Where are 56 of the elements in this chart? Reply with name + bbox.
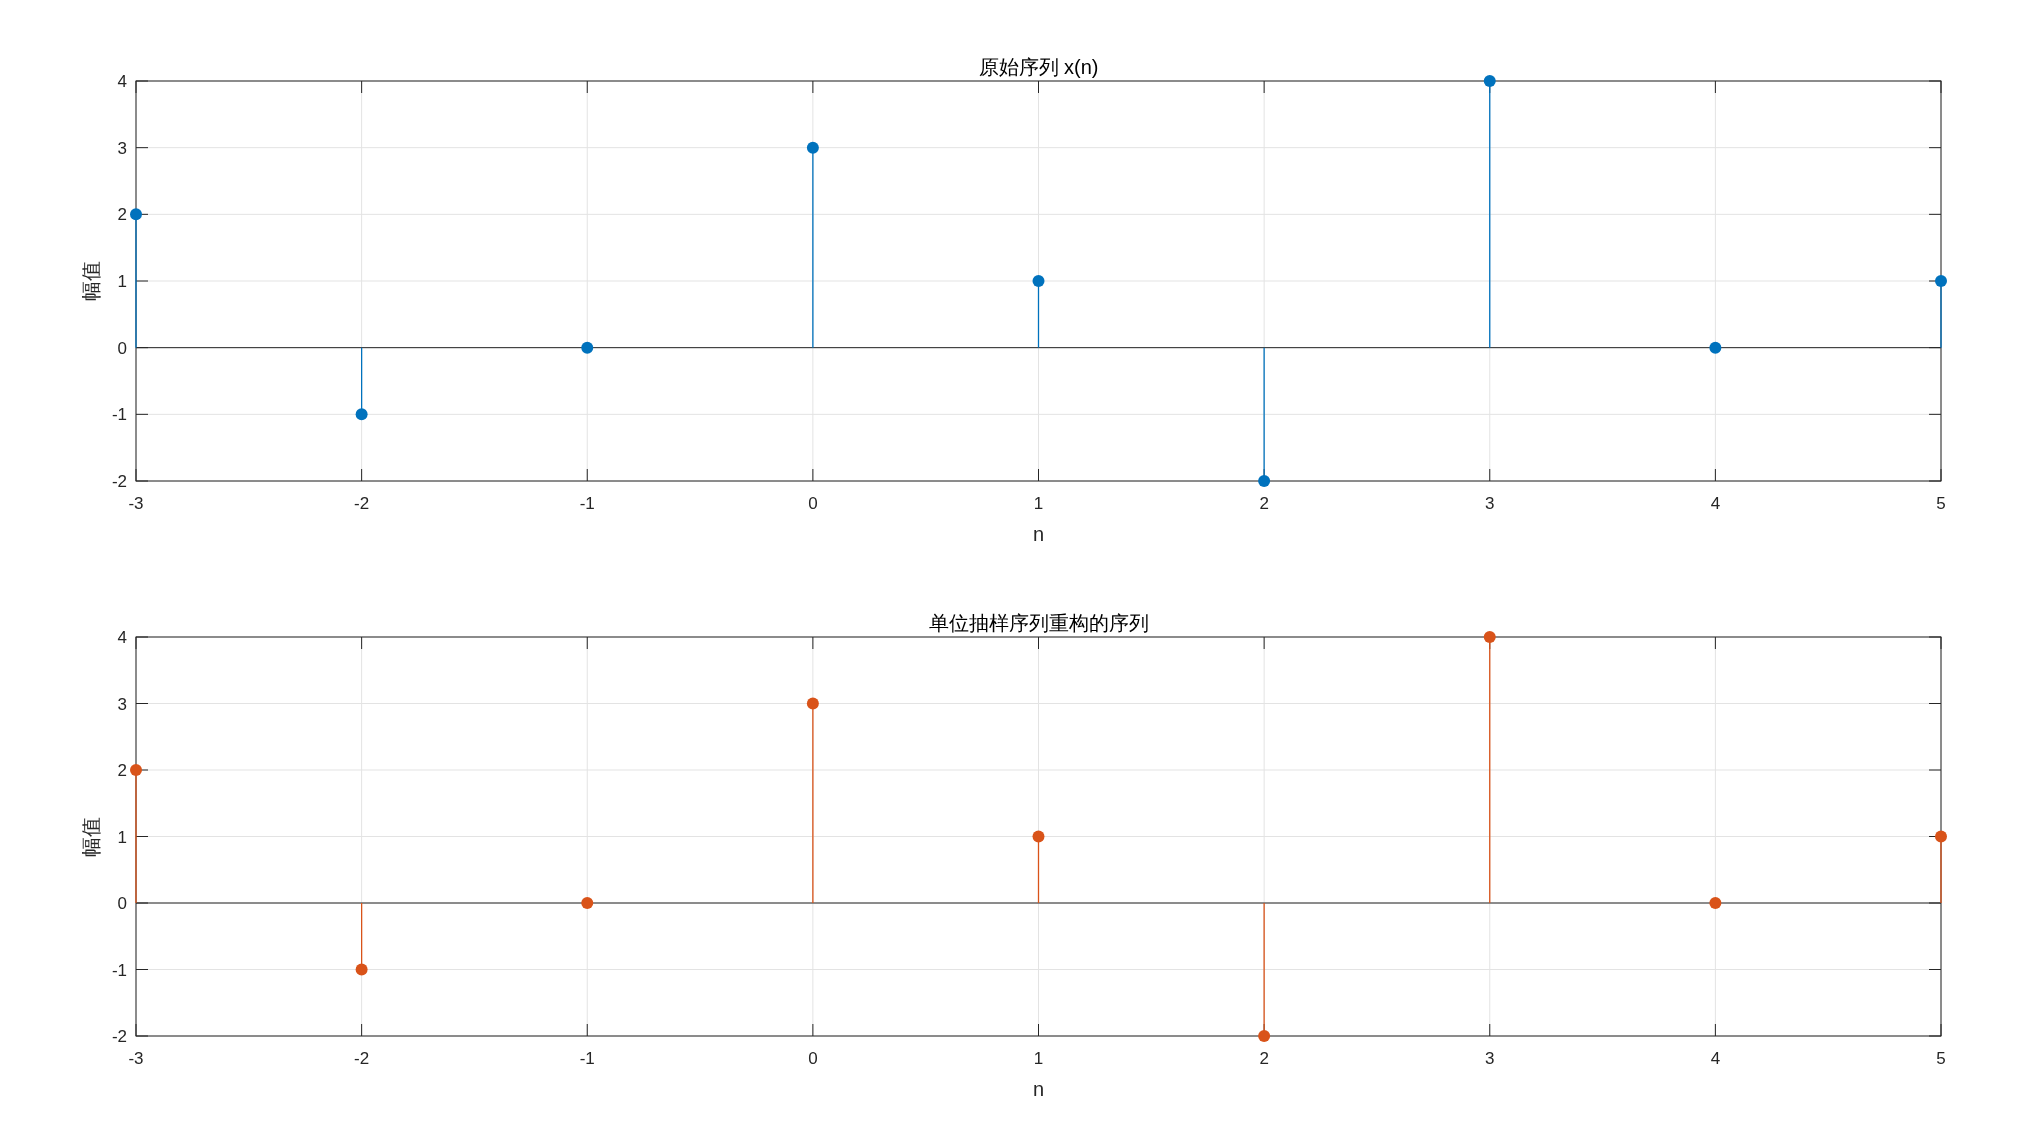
y-tick-label: 2 [117, 205, 127, 225]
point [1483, 631, 1496, 643]
y-tick-label: 3 [117, 138, 127, 158]
x-tick-label: 1 [1033, 1049, 1044, 1068]
y-tick-label: 2 [117, 761, 127, 780]
y-tick-label: -2 [111, 472, 127, 491]
point [1935, 275, 1947, 287]
y-tick-label: 4 [117, 72, 127, 91]
point [806, 697, 819, 710]
x-tick-label: -1 [579, 494, 595, 513]
point [1709, 341, 1722, 354]
x-tick-label: 2 [1259, 494, 1269, 513]
y-axis-title: 幅值 [80, 816, 102, 857]
x-tick-label: -2 [354, 494, 370, 513]
point [1032, 275, 1045, 287]
x-tick-label: 4 [1710, 494, 1721, 513]
y-tick-label: 1 [117, 272, 127, 291]
x-tick-label: -3 [128, 494, 144, 513]
x-tick-label: 0 [808, 494, 818, 513]
point [1935, 830, 1947, 843]
y-tick-label: -1 [111, 960, 127, 980]
point [1258, 475, 1271, 487]
chart-title: 原始序列 x(n) [978, 56, 1099, 78]
x-tick-label: 5 [1936, 494, 1946, 513]
point [355, 963, 368, 976]
x-tick-label: -3 [128, 1049, 144, 1068]
point [581, 897, 594, 909]
x-tick-label: 2 [1259, 1049, 1269, 1068]
point [1709, 897, 1722, 909]
y-tick-label: 1 [117, 827, 127, 847]
y-tick-label: -1 [111, 405, 127, 425]
x-tick-label: -2 [354, 1049, 370, 1068]
x-tick-label: 3 [1485, 1049, 1495, 1068]
x-tick-label: 4 [1710, 1049, 1721, 1068]
x-tick-label: 5 [1936, 1049, 1946, 1068]
point [1483, 75, 1496, 87]
chart-title: 单位抽样序列重构的序列 [928, 612, 1149, 634]
point [355, 408, 368, 421]
y-tick-label: 0 [117, 338, 127, 358]
y-axis-title: 幅值 [80, 261, 102, 301]
x-axis-title: n [1032, 523, 1045, 545]
y-tick-label: 4 [117, 628, 127, 647]
x-tick-label: 0 [808, 1049, 818, 1068]
y-tick-label: 3 [117, 694, 127, 714]
x-tick-label: -1 [579, 1049, 595, 1068]
x-axis-title: n [1032, 1078, 1045, 1100]
point [130, 764, 142, 776]
point [1258, 1030, 1271, 1042]
point [806, 141, 819, 154]
point [1032, 830, 1045, 843]
x-tick-label: 1 [1033, 494, 1044, 513]
y-tick-label: -2 [111, 1027, 127, 1046]
point [130, 208, 142, 221]
y-tick-label: 0 [117, 894, 127, 913]
point [581, 341, 594, 354]
x-tick-label: 3 [1485, 494, 1495, 513]
